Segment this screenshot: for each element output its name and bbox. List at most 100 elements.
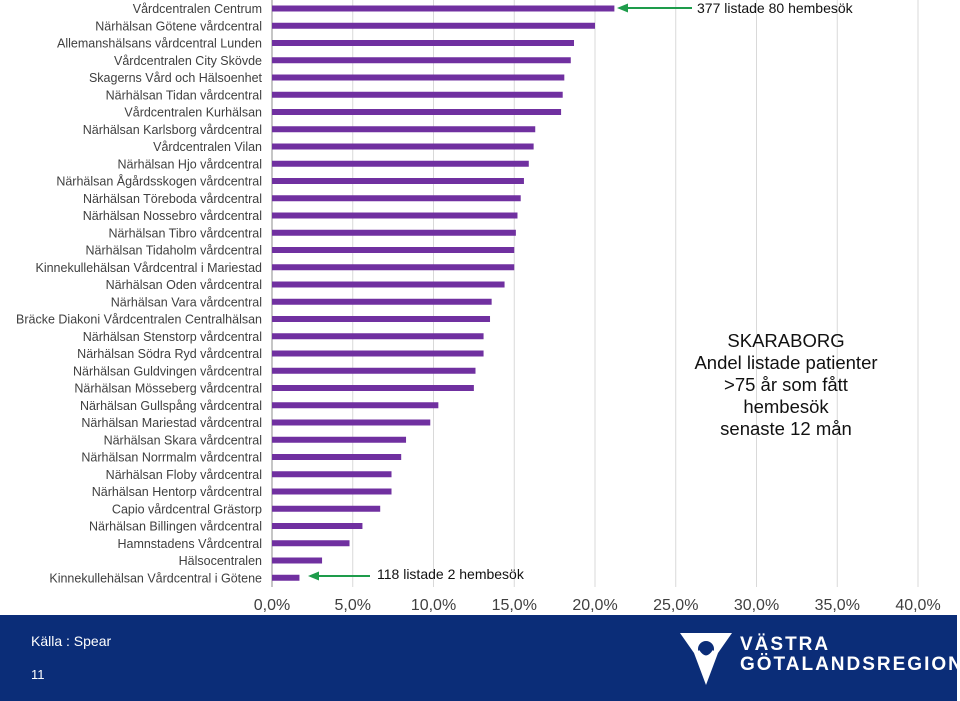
bar (272, 264, 515, 271)
category-label: Närhälsan Skara vårdcentral (104, 433, 262, 447)
bar (272, 109, 562, 115)
bar (272, 22, 595, 29)
category-label: Vårdcentralen Vilan (153, 140, 262, 154)
bar (272, 454, 402, 460)
category-label: Hälsocentralen (179, 554, 262, 568)
category-label: Närhälsan Tibro vårdcentral (108, 226, 262, 240)
category-label: Närhälsan Mariestad vårdcentral (81, 416, 262, 430)
x-tick-label: 0,0% (254, 597, 290, 614)
bottom-annotation-arrowhead (308, 571, 319, 581)
category-label: Närhälsan Hentorp vårdcentral (92, 485, 262, 499)
top-annotation: 377 listade 80 hembesök (697, 0, 854, 16)
bar (272, 178, 524, 184)
category-label: Närhälsan Vara vårdcentral (111, 295, 262, 309)
x-tick-label: 40,0% (895, 597, 940, 614)
category-label: Närhälsan Töreboda vårdcentral (83, 192, 262, 206)
x-tick-label: 30,0% (734, 597, 779, 614)
x-tick-label: 5,0% (335, 597, 371, 614)
gridlines (271, 0, 919, 587)
category-label: Kinnekullehälsan Vårdcentral i Mariestad (35, 261, 262, 275)
category-label: Närhälsan Södra Ryd vårdcentral (77, 347, 262, 361)
top-annotation-arrowhead (617, 3, 628, 13)
bar (272, 91, 563, 98)
category-label: Närhälsan Oden vårdcentral (106, 278, 262, 292)
title-line-5: senaste 12 mån (720, 418, 852, 439)
bar (272, 281, 505, 288)
category-label: Närhälsan Norrmalm vårdcentral (81, 451, 262, 465)
bar (272, 471, 392, 478)
annotations: 377 listade 80 hembesök 118 listade 2 he… (308, 0, 854, 582)
logo-line-2: GÖTALANDSREGIONEN (740, 654, 960, 675)
x-tick-label: 15,0% (492, 597, 537, 614)
category-label: Närhälsan Stenstorp vårdcentral (83, 330, 262, 344)
category-label: Närhälsan Karlsborg vårdcentral (83, 123, 262, 137)
title-line-2: Andel listade patienter (694, 352, 878, 373)
bar (272, 229, 516, 236)
category-label: Närhälsan Billingen vårdcentral (89, 520, 262, 534)
bar-chart: Vårdcentralen Centrum Närhälsan Götene vå… (16, 0, 941, 614)
bar (272, 298, 492, 305)
bar (272, 160, 529, 167)
category-label: Närhälsan Guldvingen vårdcentral (73, 364, 262, 378)
bottom-annotation: 118 listade 2 hembesök (377, 566, 525, 582)
vastra-gotalandsregionen-logo: VÄSTRA GÖTALANDSREGIONEN (676, 629, 960, 689)
title-line-1: SKARABORG (727, 330, 845, 351)
x-axis-ticks: 0,0% 5,0% 10,0% 15,0% 20,0% 25,0% 30,0% 35,0% 40… (254, 597, 941, 614)
category-labels: Vårdcentralen Centrum Närhälsan Götene vå… (16, 2, 262, 585)
bar (272, 74, 565, 81)
bar (272, 143, 534, 150)
title-line-3: >75 år som fått (724, 374, 848, 395)
category-label: Närhälsan Götene vårdcentral (95, 19, 262, 33)
logo-text: VÄSTRA GÖTALANDSREGIONEN (740, 635, 960, 675)
category-label: Vårdcentralen Centrum (133, 2, 262, 16)
category-label: Närhälsan Tidaholm vårdcentral (86, 244, 262, 258)
source-label: Källa : Spear (31, 633, 112, 649)
footer-band: Källa : Spear 11 VÄSTRA GÖTALANDSREGIONE… (0, 615, 960, 701)
category-label: Närhälsan Ågårdsskogen vårdcentral (56, 174, 262, 189)
bar (272, 40, 575, 46)
page-number: 11 (31, 667, 45, 682)
bar (272, 57, 571, 64)
category-label: Hamnstadens Vårdcentral (117, 537, 262, 551)
bar (272, 540, 350, 547)
category-label: Närhälsan Floby vårdcentral (106, 468, 262, 482)
x-tick-label: 25,0% (653, 597, 698, 614)
bar (272, 488, 392, 495)
bar (272, 367, 476, 374)
bar (272, 505, 381, 512)
chart-title: SKARABORG Andel listade patienter >75 år… (640, 330, 932, 440)
bar (272, 5, 615, 12)
bar (272, 247, 515, 253)
bar (272, 557, 323, 564)
category-label: Närhälsan Hjo vårdcentral (117, 157, 262, 171)
category-label: Bräcke Diakoni Vårdcentralen Centralhäls… (16, 313, 262, 327)
category-label: Närhälsan Tidan vårdcentral (106, 88, 262, 102)
bar (272, 574, 300, 581)
bar (272, 385, 474, 391)
bar (272, 402, 439, 409)
category-label: Vårdcentralen Kurhälsan (124, 106, 262, 120)
bar (272, 126, 536, 133)
x-tick-label: 20,0% (572, 597, 617, 614)
category-label: Capio vårdcentral Grästorp (112, 502, 262, 516)
bar (272, 350, 484, 357)
category-label: Kinnekullehälsan Vårdcentral i Götene (49, 571, 262, 585)
category-label: Närhälsan Nossebro vårdcentral (83, 209, 262, 223)
x-tick-label: 10,0% (411, 597, 456, 614)
bar (272, 333, 484, 340)
category-label: Närhälsan Mösseberg vårdcentral (74, 382, 262, 396)
bar (272, 523, 363, 529)
bars (272, 5, 615, 581)
x-tick-label: 35,0% (815, 597, 860, 614)
bar (272, 436, 407, 443)
logo-line-1: VÄSTRA (740, 634, 831, 655)
bar (272, 316, 491, 322)
bar (272, 212, 518, 219)
bar (272, 195, 521, 202)
title-line-4: hembesök (743, 396, 829, 417)
category-label: Skagerns Vård och Hälsoenhet (89, 71, 263, 85)
category-label: Allemanshälsans vårdcentral Lunden (57, 37, 262, 51)
category-label: Närhälsan Gullspång vårdcentral (80, 399, 262, 413)
bar (272, 419, 431, 426)
heart-logo-icon (680, 633, 732, 685)
